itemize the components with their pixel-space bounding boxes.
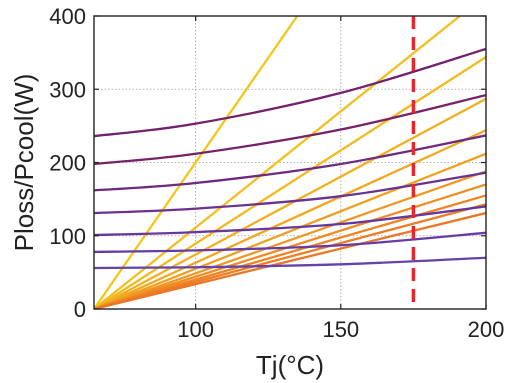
- y-tick-label: 300: [49, 77, 86, 102]
- ploss-line: [94, 171, 486, 215]
- x-tick-label: 100: [177, 317, 214, 342]
- x-tick-label: 200: [468, 317, 505, 342]
- ploss-line: [94, 256, 486, 270]
- ploss-line: [94, 47, 486, 138]
- y-axis-label: Ploss/Pcool(W): [9, 74, 39, 252]
- tick-marks: [94, 15, 487, 310]
- series-group: [94, 16, 486, 309]
- pcool-line: [94, 203, 486, 309]
- y-tick-label: 100: [49, 224, 86, 249]
- pcool-line: [94, 16, 299, 309]
- pcool-line: [94, 211, 486, 309]
- grid: [94, 16, 487, 309]
- x-tick-labels: 100 150 200: [177, 317, 504, 342]
- ploss-line: [94, 205, 486, 237]
- x-axis-label: Tj(°C): [256, 350, 324, 380]
- pcool-line: [94, 16, 462, 309]
- y-tick-label: 400: [49, 4, 86, 29]
- pcool-line: [94, 170, 486, 309]
- ploss-line: [94, 134, 486, 192]
- pcool-line: [94, 152, 486, 309]
- y-tick-label: 200: [49, 151, 86, 176]
- pcool-line: [94, 129, 486, 309]
- y-tick-label: 0: [74, 297, 86, 322]
- pcool-line: [94, 97, 486, 309]
- y-tick-labels: 0 100 200 300 400: [49, 4, 86, 322]
- x-tick-label: 150: [322, 317, 359, 342]
- ploss-line: [94, 231, 486, 254]
- ploss-line: [94, 93, 486, 166]
